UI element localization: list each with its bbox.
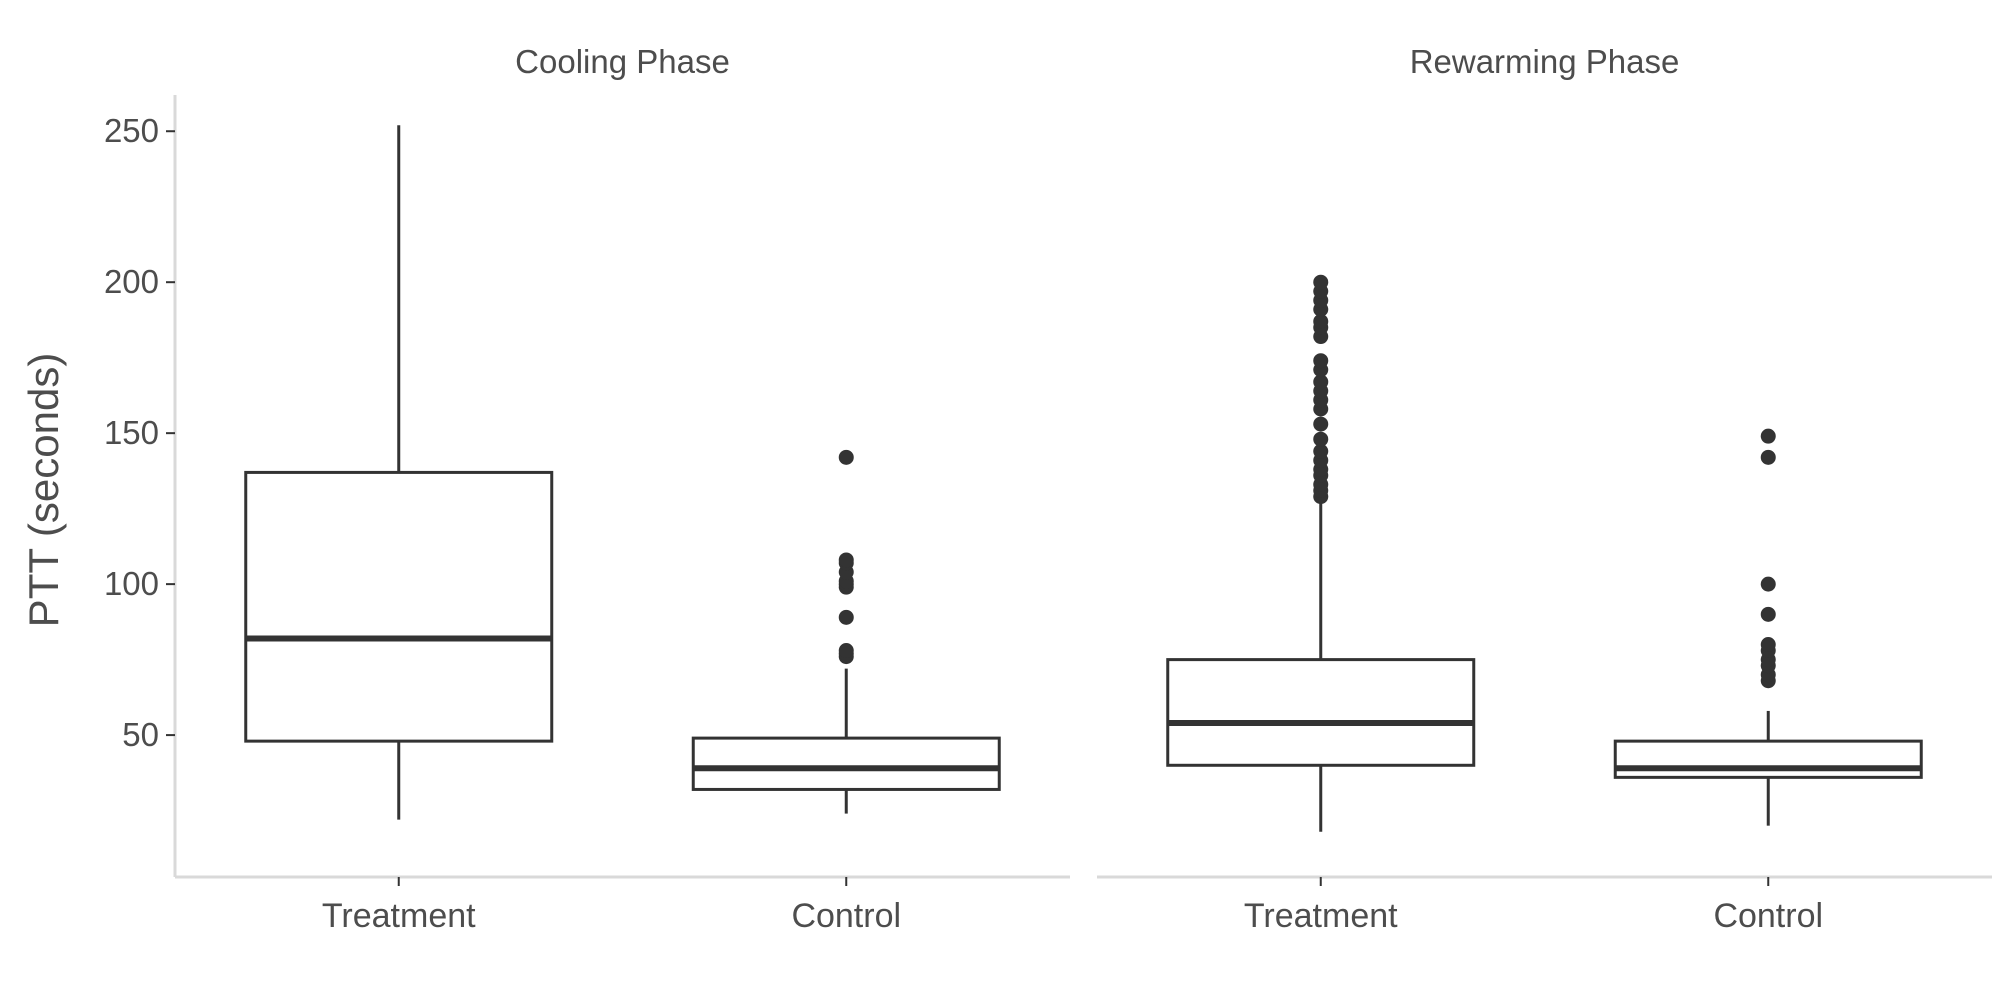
- iqr-box: [244, 470, 554, 743]
- y-axis-title: PTT (seconds): [20, 353, 67, 628]
- x-tick-label: Treatment: [1244, 897, 1398, 935]
- outlier-point: [1760, 637, 1776, 653]
- box-control: [691, 449, 1001, 814]
- outlier-point: [1313, 353, 1329, 369]
- y-tick-label: 200: [104, 263, 159, 300]
- panels-layer: Cooling Phase 50 100 150 200 250 Treatment Cont…: [104, 43, 1992, 935]
- y-tick-label: 50: [122, 716, 159, 753]
- y-tick-label: 100: [104, 565, 159, 602]
- outlier-point: [838, 643, 854, 659]
- panel-0: Cooling Phase 50 100 150 200 250 Treatment Cont…: [104, 43, 1070, 935]
- outlier-point: [838, 609, 854, 625]
- panel-title: Cooling Phase: [515, 43, 730, 80]
- box-treatment: [1166, 274, 1476, 832]
- x-tick-label: Control: [791, 897, 901, 935]
- y-tick-label: 250: [104, 112, 159, 149]
- box-treatment: [244, 125, 554, 820]
- outlier-point: [1313, 443, 1329, 459]
- outlier-point: [1313, 416, 1329, 432]
- outlier-point: [1760, 576, 1776, 592]
- iqr-box: [691, 736, 1001, 791]
- outlier-point: [838, 552, 854, 568]
- outlier-point: [1313, 274, 1329, 290]
- outlier-point: [1313, 313, 1329, 329]
- x-tick-label: Treatment: [322, 897, 476, 935]
- outlier-point: [1760, 449, 1776, 465]
- box-control: [1613, 428, 1923, 826]
- panel-1: Rewarming Phase Treatment Control: [1097, 43, 1992, 935]
- iqr-box: [1166, 658, 1476, 767]
- y-tick-label: 150: [104, 414, 159, 451]
- outlier-point: [1313, 431, 1329, 447]
- iqr-box: [1613, 739, 1923, 779]
- outlier-point: [838, 449, 854, 465]
- outlier-point: [1760, 606, 1776, 622]
- outlier-point: [1313, 374, 1329, 390]
- outlier-point: [1760, 428, 1776, 444]
- panel-title: Rewarming Phase: [1410, 43, 1680, 80]
- x-tick-label: Control: [1713, 897, 1823, 935]
